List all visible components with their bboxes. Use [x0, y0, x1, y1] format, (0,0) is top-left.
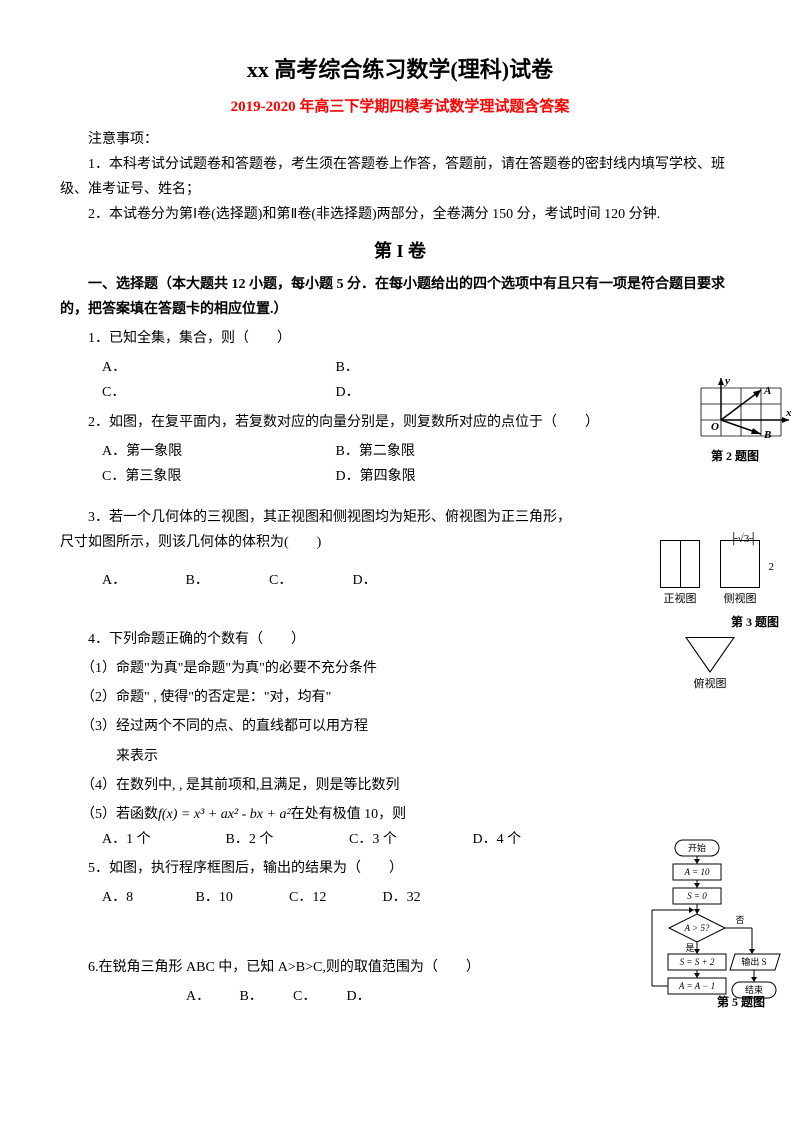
q5-option-b: B．10 — [196, 885, 286, 910]
q1-option-d: D． — [336, 385, 360, 400]
q4-option-a: A．1 个 — [102, 827, 222, 852]
figure-q2: y x A B O 第 2 题图 — [685, 378, 785, 468]
q4-sub4: （4）在数列中, , 是其前项和,且满足，则是等比数列 — [81, 773, 740, 798]
q3-option-b: B． — [186, 568, 266, 593]
q1-options-ab: A． B． — [102, 355, 740, 380]
question-6: 6.在锐角三角形 ABC 中，已知 A>B>C,则的取值范围为（ ） — [88, 955, 740, 980]
q2-option-b: B．第二象限 — [336, 444, 415, 459]
flow-a10: A = 10 — [684, 867, 710, 877]
flow-no: 否 — [735, 915, 744, 925]
figure-q5: 开始 A = 10 S = 0 A > 5? 是 否 输出 S 结束 S = S… — [640, 838, 790, 1028]
figure-q2-label: 第 2 题图 — [685, 446, 785, 468]
flow-start: 开始 — [688, 842, 706, 853]
q4-sub5: （5）若函数f(x) = x³ + ax² - bx + a²在处有极值 10，… — [81, 802, 740, 827]
flow-cond: A > 5? — [684, 923, 710, 933]
q2-options-ab: A．第一象限 B．第二象限 — [102, 439, 740, 464]
main-title: xx 高考综合练习数学(理科)试卷 — [60, 50, 740, 90]
question-1: 1．已知全集，集合，则（ ） — [88, 326, 740, 351]
origin-label: O — [711, 421, 719, 433]
q3-option-a: A． — [102, 568, 182, 593]
q1-options-cd: C． D． — [102, 380, 740, 405]
q6-option-d: D． — [347, 984, 397, 1009]
flow-yes: 是 — [685, 943, 694, 953]
q3-option-d: D． — [353, 568, 433, 593]
q5-option-a: A．8 — [102, 885, 192, 910]
q3-option-c: C． — [269, 568, 349, 593]
section-desc: 一、选择题（本大题共 12 小题，每小题 5 分．在每小题给出的四个选项中有且只… — [60, 272, 740, 322]
x-axis-label: x — [785, 407, 791, 419]
q2-option-a: A．第一象限 — [102, 439, 332, 464]
point-b-label: B — [763, 429, 771, 441]
front-view-label: 正视图 — [660, 590, 700, 610]
q6-option-a: A． — [186, 984, 236, 1009]
figure-q3: ├√3┤ 正视图 2 侧视图 第 3 题图 俯视图 — [635, 540, 785, 695]
q1-option-c: C． — [102, 380, 332, 405]
q6-option-c: C． — [293, 984, 343, 1009]
flow-output: 输出 S — [741, 956, 766, 967]
question-2: 2．如图，在复平面内，若复数对应的向量分别是，则复数所对应的点位于（ ） — [60, 410, 740, 435]
side-view-label: 侧视图 — [720, 590, 760, 610]
q4-sub3b: 来表示 — [116, 744, 740, 769]
point-a-label: A — [763, 385, 771, 397]
notice-1: 1．本科考试分试题卷和答题卷，考生须在答题卷上作答，答题前，请在答题卷的密封线内… — [60, 152, 740, 202]
q2-option-d: D．第四象限 — [336, 469, 416, 484]
figure-q5-label: 第 5 题图 — [717, 992, 765, 1014]
q4-option-c: C．3 个 — [349, 827, 469, 852]
q4-option-d: D．4 个 — [473, 827, 593, 852]
q5-option-c: C．12 — [289, 885, 379, 910]
q1-option-a: A． — [102, 355, 332, 380]
flow-s0: S = 0 — [687, 891, 707, 901]
flow-aa1: A = A − 1 — [678, 981, 715, 991]
q1-option-b: B． — [336, 360, 359, 375]
section-title: 第 I 卷 — [60, 235, 740, 267]
notice-label: 注意事项： — [60, 127, 740, 152]
question-4: 4．下列命题正确的个数有（ ） — [88, 627, 740, 652]
y-axis-label: y — [723, 378, 730, 387]
subtitle: 2019-2020 年高三下学期四模考试数学理试题含答案 — [60, 94, 740, 121]
q6-option-b: B． — [240, 984, 290, 1009]
top-view-label: 俯视图 — [635, 675, 785, 695]
q2-options-cd: C．第三象限 D．第四象限 — [102, 464, 740, 489]
q4-sub3: （3）经过两个不同的点、的直线都可以用方程 — [81, 714, 740, 739]
q4-option-b: B．2 个 — [226, 827, 346, 852]
notice-2: 2．本试卷分为第Ⅰ卷(选择题)和第Ⅱ卷(非选择题)两部分，全卷满分 150 分，… — [60, 202, 740, 227]
q5-option-d: D．32 — [383, 885, 473, 910]
q2-option-c: C．第三象限 — [102, 464, 332, 489]
